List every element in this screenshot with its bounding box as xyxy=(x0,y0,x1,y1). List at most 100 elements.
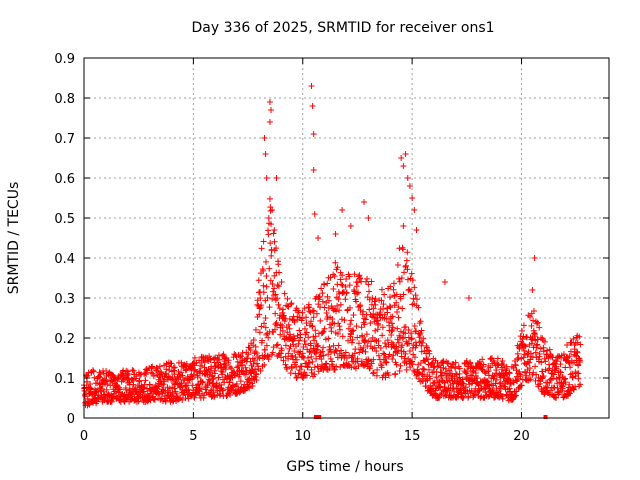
data-point xyxy=(177,383,184,390)
data-point xyxy=(168,360,175,367)
data-point xyxy=(335,296,342,303)
data-point xyxy=(387,304,394,311)
data-point xyxy=(219,369,226,376)
data-point xyxy=(501,383,508,390)
data-point xyxy=(382,355,389,362)
y-tick-label: 0.4 xyxy=(54,252,75,267)
data-point xyxy=(332,231,339,237)
data-point xyxy=(303,320,310,327)
data-point xyxy=(425,356,432,363)
data-point xyxy=(278,354,285,361)
data-point xyxy=(441,279,448,285)
data-point xyxy=(357,302,364,309)
data-point xyxy=(339,282,346,289)
data-point xyxy=(179,372,186,379)
data-point xyxy=(375,352,382,359)
data-point xyxy=(287,301,294,308)
data-point xyxy=(417,360,424,367)
data-point xyxy=(247,347,254,354)
data-point xyxy=(393,361,400,368)
data-point xyxy=(382,340,388,347)
data-point xyxy=(370,310,377,317)
data-point xyxy=(207,369,214,376)
data-point xyxy=(335,320,342,327)
data-point xyxy=(541,338,548,345)
data-point xyxy=(312,333,319,340)
data-point xyxy=(339,272,346,279)
data-point xyxy=(576,358,583,365)
data-point xyxy=(343,275,350,282)
data-point xyxy=(291,318,298,325)
data-point xyxy=(260,282,267,289)
data-point xyxy=(325,351,332,358)
data-point xyxy=(253,350,260,357)
data-point xyxy=(427,375,434,382)
data-point xyxy=(368,278,375,285)
data-point xyxy=(249,383,256,390)
data-point xyxy=(285,350,292,357)
data-point xyxy=(406,340,413,347)
data-point xyxy=(319,361,325,368)
data-point xyxy=(557,361,564,368)
data-point xyxy=(243,368,250,375)
data-point xyxy=(256,305,263,312)
data-point xyxy=(310,167,317,173)
data-point xyxy=(336,290,343,297)
data-point xyxy=(325,335,332,342)
data-point xyxy=(328,303,335,310)
data-point xyxy=(133,388,140,395)
data-point xyxy=(298,363,305,370)
data-point xyxy=(378,286,385,293)
data-point xyxy=(104,381,111,388)
data-point xyxy=(333,348,340,355)
y-tick-label: 0.5 xyxy=(54,212,75,227)
data-point xyxy=(195,382,202,389)
data-point xyxy=(346,273,353,280)
data-point xyxy=(423,344,430,351)
data-point xyxy=(417,318,424,325)
data-point xyxy=(306,359,313,366)
data-point xyxy=(314,342,321,349)
data-point xyxy=(380,301,387,308)
chart-title: Day 336 of 2025, SRMTID for receiver ons… xyxy=(191,20,494,36)
data-point xyxy=(350,354,357,361)
data-point xyxy=(417,330,424,337)
data-point xyxy=(308,318,315,325)
data-point xyxy=(380,350,387,357)
data-point xyxy=(367,320,374,327)
data-point xyxy=(149,363,156,370)
y-tick-label: 0.7 xyxy=(54,132,75,147)
data-point xyxy=(345,337,352,344)
data-point xyxy=(191,394,198,401)
data-point xyxy=(262,324,269,331)
data-point xyxy=(130,381,137,388)
data-point xyxy=(333,363,340,370)
data-point xyxy=(570,336,577,343)
data-point xyxy=(394,350,401,357)
data-point xyxy=(288,353,295,360)
data-point xyxy=(431,379,438,386)
data-point xyxy=(400,334,407,341)
data-point xyxy=(408,335,415,342)
data-point xyxy=(129,377,136,384)
data-point xyxy=(404,175,411,181)
data-point xyxy=(338,316,345,323)
data-point xyxy=(518,327,525,334)
data-point xyxy=(357,275,364,282)
data-point xyxy=(406,347,413,354)
data-point xyxy=(373,348,380,355)
data-point xyxy=(220,387,227,394)
data-point xyxy=(398,274,405,281)
data-point xyxy=(267,240,274,247)
data-point xyxy=(368,360,375,367)
data-point xyxy=(310,314,317,321)
data-point xyxy=(468,387,475,394)
data-point xyxy=(280,357,287,364)
data-point xyxy=(303,329,310,336)
data-point xyxy=(463,358,470,365)
data-point xyxy=(286,345,293,352)
data-point xyxy=(225,357,232,364)
data-point xyxy=(362,316,369,323)
data-point xyxy=(536,324,543,331)
data-point xyxy=(350,327,357,334)
